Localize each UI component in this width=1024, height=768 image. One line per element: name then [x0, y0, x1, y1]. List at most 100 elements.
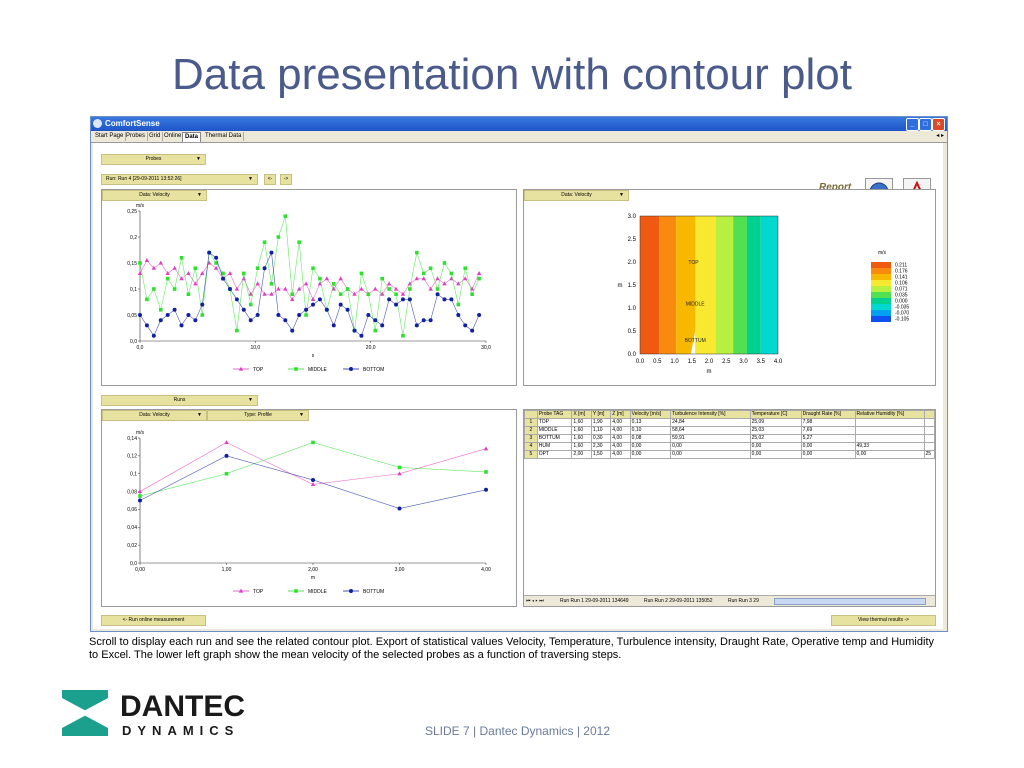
table-cell[interactable]: 1,90 — [590, 418, 612, 427]
table-cell[interactable]: BOTTUM — [536, 434, 573, 443]
previous-run-button[interactable]: <- — [264, 174, 276, 185]
tab-grid[interactable]: Grid — [147, 132, 164, 141]
table-cell[interactable]: 0,13 — [629, 418, 672, 427]
column-header[interactable]: Temperature [C] — [749, 410, 802, 419]
table-cell[interactable]: 7,98 — [800, 418, 856, 427]
tab-thermal-data[interactable]: Thermal Data — [203, 132, 245, 141]
table-cell[interactable]: 49,33 — [854, 442, 925, 451]
table-cell[interactable]: 25,02 — [749, 434, 802, 443]
table-cell[interactable]: 5,27 — [800, 434, 856, 443]
table-cell[interactable]: 58,64 — [670, 426, 751, 435]
view-thermal-results-button[interactable]: View thermal results -> — [831, 615, 936, 626]
table-row[interactable]: 1 TOP 1,60 1,90 4,00 0,13 24,84 25,09 7,98 — [524, 418, 935, 427]
next-run-button[interactable]: -> — [280, 174, 292, 185]
table-row[interactable]: 3 BOTTUM 1,60 0,30 4,00 0,08 59,91 25,02 5,27 — [524, 434, 935, 443]
table-cell[interactable]: 25,09 — [749, 418, 802, 427]
table-cell[interactable] — [854, 434, 925, 443]
table-cell[interactable]: TOP — [536, 418, 573, 427]
contour-data-dropdown[interactable]: Data: Velocity ▼ — [524, 190, 629, 201]
run-online-measurement-button[interactable]: <- Run online measurement — [101, 615, 206, 626]
horizontal-scrollbar[interactable] — [774, 598, 926, 605]
run-dropdown[interactable]: Run: Run 4 [29-09-2011 13:52:26] ▼ — [101, 174, 258, 185]
table-cell[interactable]: OPT — [536, 450, 573, 459]
table-cell[interactable]: 0,30 — [590, 434, 612, 443]
table-cell[interactable]: 25 — [923, 450, 935, 459]
table-cell[interactable] — [854, 418, 925, 427]
sheet-nav-arrows[interactable]: ⏮ ◂ ▸ ⏭ — [526, 598, 544, 604]
table-cell[interactable]: 0,00 — [800, 450, 856, 459]
table-cell[interactable] — [854, 426, 925, 435]
data-point-top — [380, 291, 385, 296]
table-cell[interactable]: 0,08 — [629, 434, 672, 443]
row-number[interactable]: 3 — [524, 434, 538, 443]
table-cell[interactable]: MIDDLE — [536, 426, 573, 435]
sheet-tab-run2[interactable]: Run Run 2 29-09-2011 135052 — [644, 598, 713, 604]
table-cell[interactable]: HUM — [536, 442, 573, 451]
table-cell[interactable]: 0,00 — [670, 442, 751, 451]
table-cell[interactable] — [923, 426, 935, 435]
column-header[interactable]: Probe TAG — [536, 410, 573, 419]
runs-dropdown[interactable]: Runs ▼ — [101, 395, 258, 406]
table-cell[interactable] — [923, 418, 935, 427]
table-cell[interactable]: 0,10 — [629, 426, 672, 435]
table-cell[interactable]: 1,10 — [590, 426, 612, 435]
tab-online[interactable]: Online — [162, 132, 185, 141]
probes-dropdown[interactable]: Probes ▼ — [101, 154, 206, 165]
tab-probes[interactable]: Probes — [124, 132, 149, 141]
sheet-tab-run1[interactable]: Run Run 1 29-09-2011 134649 — [560, 598, 629, 604]
table-row[interactable]: 5 OPT 2,00 1,50 4,00 0,00 0,00 0,00 0,00 0,00 25 — [524, 450, 935, 459]
sheet-tab-run3[interactable]: Run Run 3 29 — [728, 598, 759, 604]
column-header[interactable]: Z [m] — [610, 410, 631, 419]
close-icon[interactable]: × — [932, 118, 945, 131]
row-number[interactable]: 5 — [524, 450, 538, 459]
chart2-data-dropdown[interactable]: Data: Velocity ▼ — [102, 410, 207, 421]
table-cell[interactable]: 4,00 — [610, 426, 631, 435]
table-cell[interactable]: 4,00 — [610, 442, 631, 451]
maximize-icon[interactable]: □ — [919, 118, 932, 131]
table-row[interactable]: 2 MIDDLE 1,60 1,10 4,00 0,10 58,64 25,03 7,69 — [524, 426, 935, 435]
data-point-middle — [435, 287, 440, 291]
row-number[interactable]: 2 — [524, 426, 538, 435]
table-cell[interactable] — [923, 434, 935, 443]
table-cell[interactable] — [923, 442, 935, 451]
table-cell[interactable]: 24,84 — [670, 418, 751, 427]
column-header[interactable]: Velocity [m/s] — [629, 410, 672, 419]
table-cell[interactable]: 0,00 — [800, 442, 856, 451]
table-cell[interactable]: 0,00 — [854, 450, 925, 459]
column-header[interactable]: Relative Humidity [%] — [854, 410, 925, 419]
table-cell[interactable]: 1,60 — [571, 442, 592, 451]
row-number[interactable]: 1 — [524, 418, 538, 427]
table-cell[interactable]: 1,60 — [571, 426, 592, 435]
minimize-icon[interactable]: _ — [906, 118, 919, 131]
table-cell[interactable]: 2,00 — [571, 450, 592, 459]
y-axis-label: m — [618, 283, 623, 289]
column-header[interactable]: X [m] — [571, 410, 592, 419]
table-cell[interactable]: 25,03 — [749, 426, 802, 435]
table-cell[interactable]: 0,00 — [749, 450, 802, 459]
row-number[interactable]: 4 — [524, 442, 538, 451]
tab-start-page[interactable]: Start Page — [93, 132, 127, 141]
table-cell[interactable]: 1,60 — [571, 418, 592, 427]
chart-type-dropdown[interactable]: Type: Profile ▼ — [207, 410, 309, 421]
table-cell[interactable]: 1,50 — [590, 450, 612, 459]
column-header[interactable]: Y [m] — [590, 410, 612, 419]
table-cell[interactable]: 0,00 — [629, 450, 672, 459]
column-header[interactable]: Turbulence Intensity [%] — [670, 410, 751, 419]
table-cell[interactable]: 4,00 — [610, 450, 631, 459]
chart1-data-dropdown[interactable]: Data: Velocity ▼ — [102, 190, 207, 201]
table-cell[interactable]: 4,00 — [610, 434, 631, 443]
tab-scroll-arrows[interactable]: ◂ ▸ — [936, 133, 944, 139]
column-header[interactable]: Draught Rate [%] — [800, 410, 856, 419]
table-cell[interactable]: 4,00 — [610, 418, 631, 427]
table-cell[interactable]: 0,00 — [629, 442, 672, 451]
column-header[interactable] — [524, 410, 538, 419]
table-cell[interactable]: 7,69 — [800, 426, 856, 435]
table-cell[interactable]: 0,00 — [670, 450, 751, 459]
table-cell[interactable]: 2,30 — [590, 442, 612, 451]
table-cell[interactable]: 0,00 — [749, 442, 802, 451]
tab-data[interactable]: Data — [182, 132, 202, 142]
table-cell[interactable]: 59,91 — [670, 434, 751, 443]
table-cell[interactable]: 1,60 — [571, 434, 592, 443]
table-row[interactable]: 4 HUM 1,60 2,30 4,00 0,00 0,00 0,00 0,00 49,33 — [524, 442, 935, 451]
column-header[interactable] — [923, 410, 935, 419]
